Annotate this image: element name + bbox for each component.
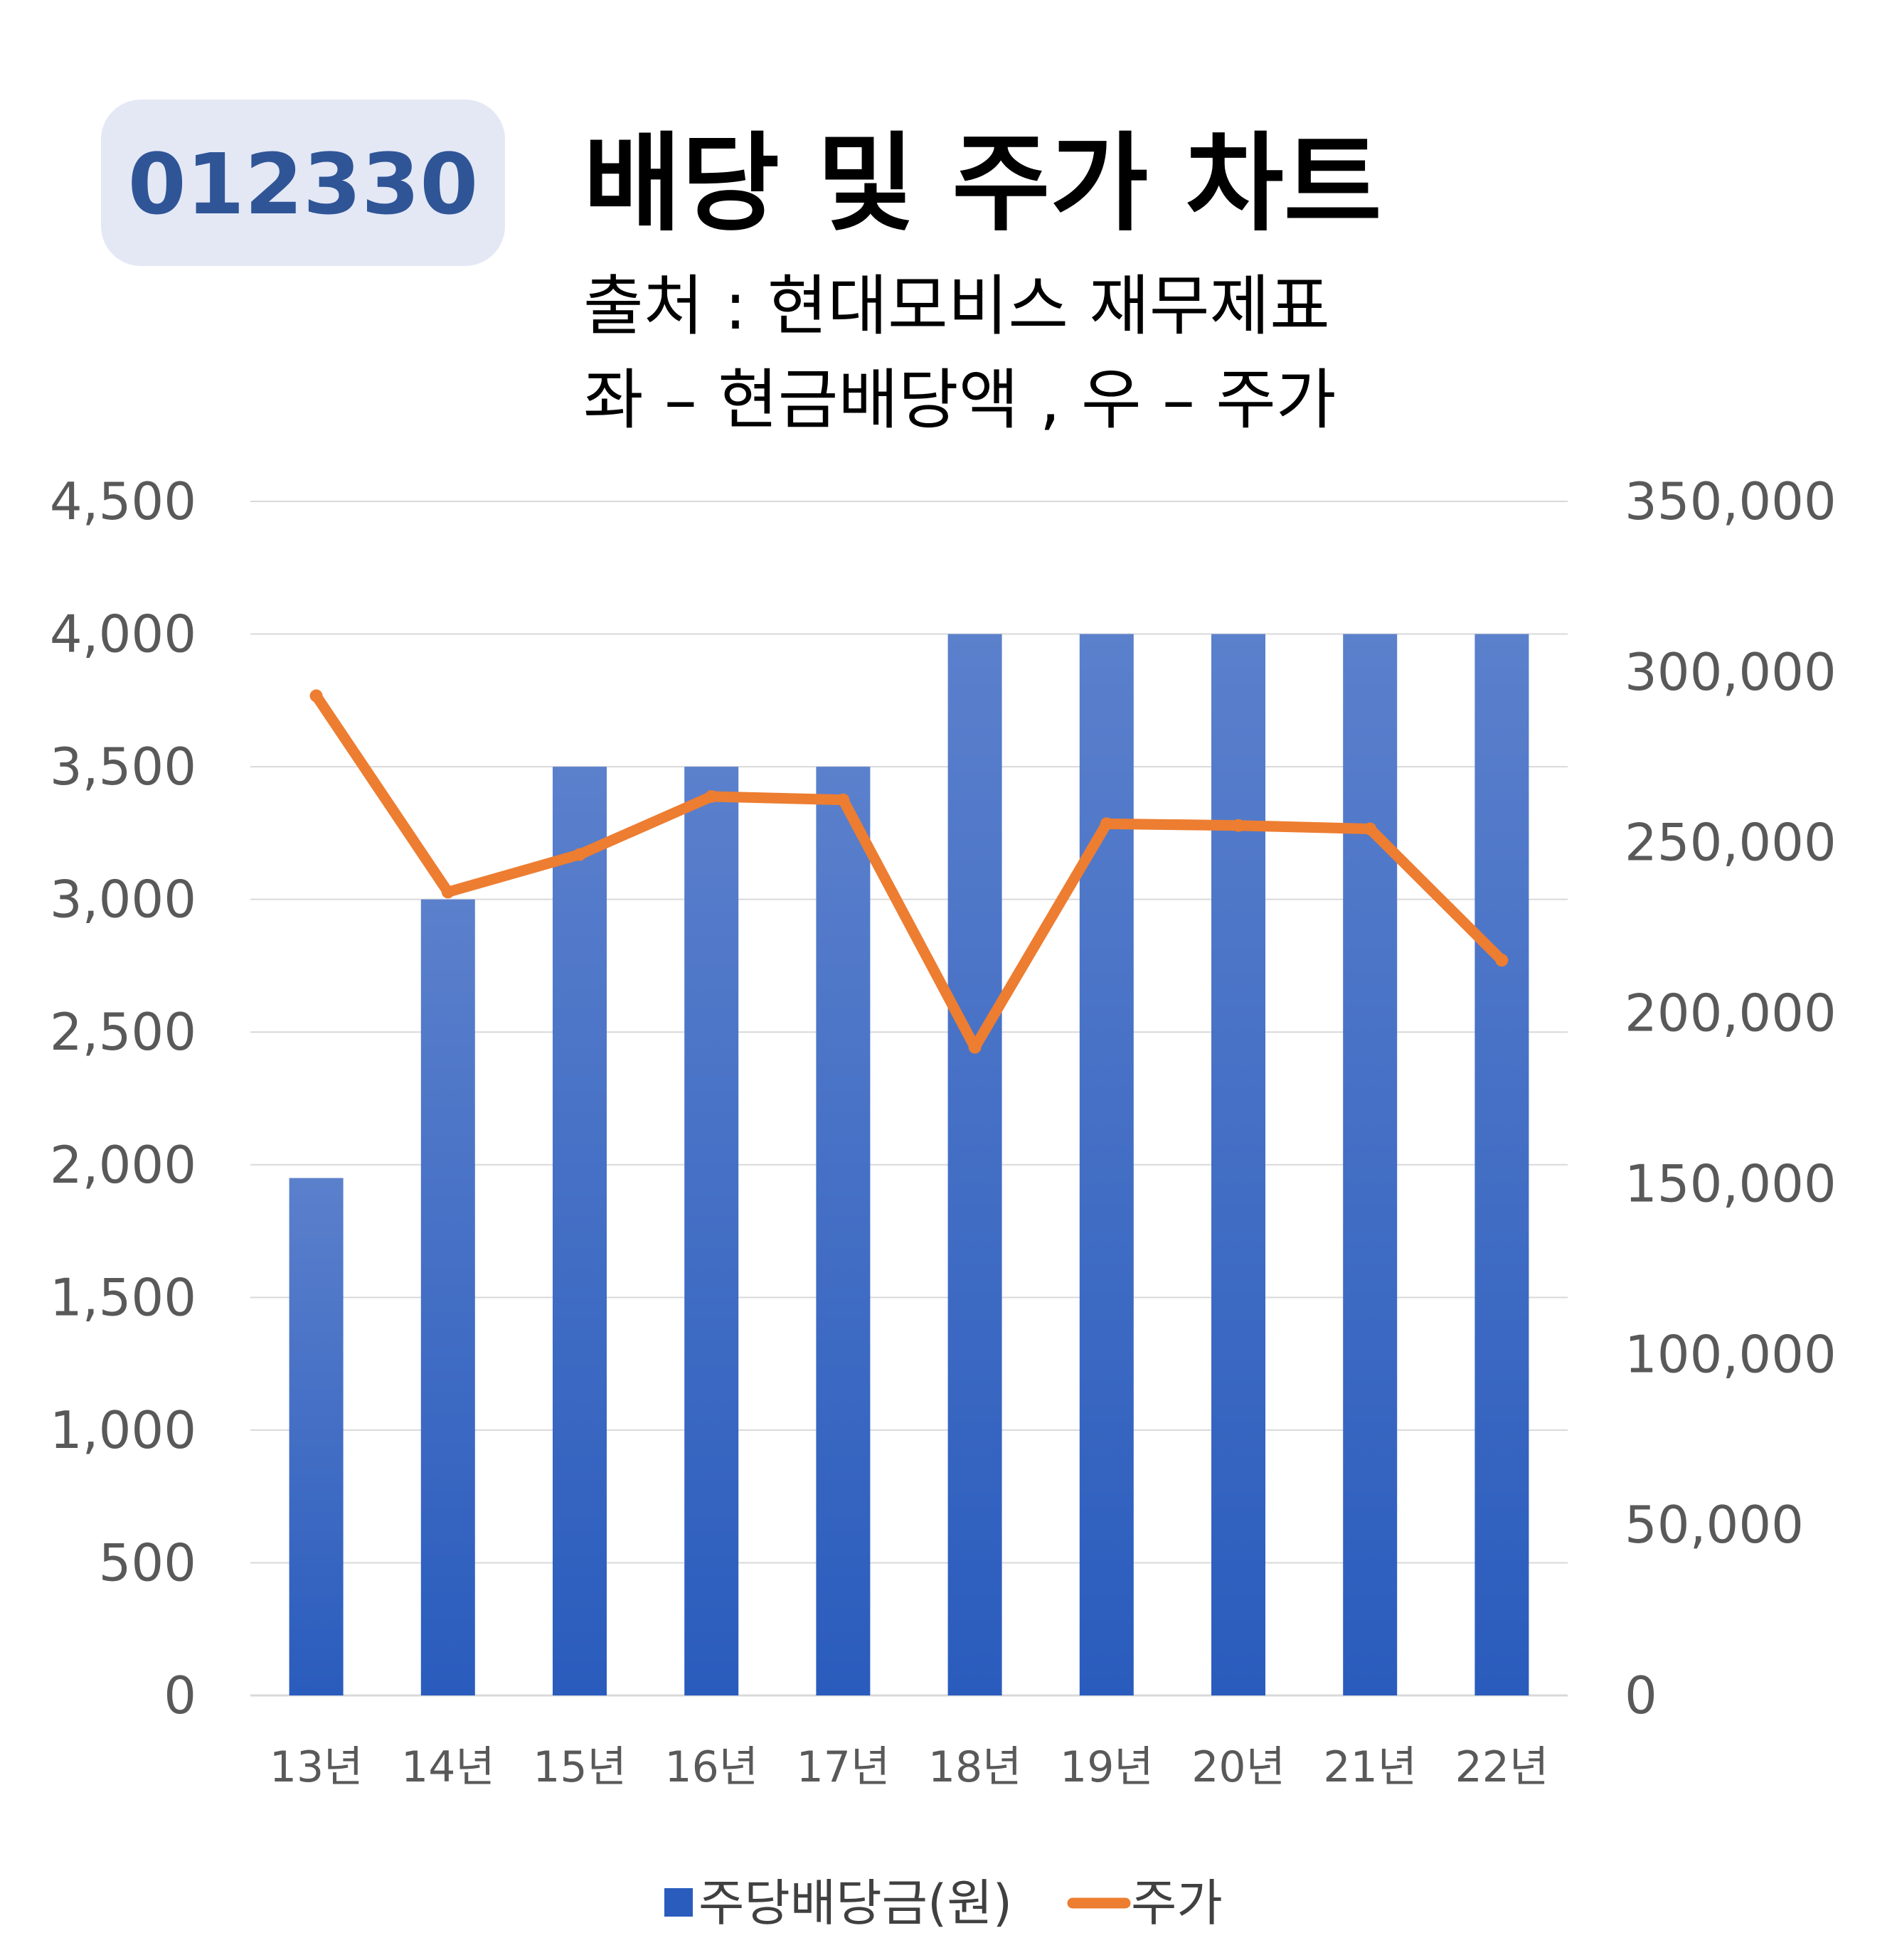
left-axis-tick-label: 0 (164, 1666, 196, 1725)
chart-subtitle-axes: 좌 – 현금배당액 , 우 – 주가 (583, 362, 1336, 438)
legend-swatch-bar (664, 1888, 693, 1917)
x-axis-tick-label: 17년 (797, 1742, 891, 1792)
x-axis-tick-label: 21년 (1323, 1742, 1417, 1792)
right-axis-tick-label: 50,000 (1625, 1495, 1804, 1555)
x-axis-tick-label: 20년 (1191, 1742, 1285, 1792)
legend-label-line: 주가 (1131, 1874, 1223, 1932)
price-line-series (309, 689, 1509, 1054)
left-axis-tick-label: 500 (99, 1533, 196, 1592)
legend: 주당배당금(원) 주가 (664, 1874, 1223, 1932)
dividend-bar (420, 899, 475, 1695)
dividend-bar (1079, 634, 1134, 1695)
price-point (968, 1040, 982, 1054)
price-point (1495, 954, 1509, 967)
dividend-bar (1211, 634, 1265, 1695)
dividend-bar (553, 767, 607, 1695)
dividend-bar (684, 767, 739, 1695)
ticker-badge (101, 100, 505, 266)
x-axis-tick-label: 14년 (401, 1742, 495, 1792)
price-point (573, 848, 586, 861)
right-axis-tick-label: 0 (1625, 1666, 1657, 1725)
left-axis-tick-label: 2,000 (50, 1135, 196, 1195)
right-axis-tick-label: 100,000 (1625, 1324, 1837, 1384)
x-axis-tick-label: 16년 (664, 1742, 758, 1792)
left-axis-tick-label: 3,000 (50, 870, 196, 930)
price-point (441, 885, 455, 899)
x-axis-tick-label: 13년 (270, 1742, 363, 1792)
right-axis: 0 50,000 100,000 150,000 200,000 250,000 300,0… (1625, 472, 1837, 1725)
left-axis-tick-label: 2,500 (50, 1002, 196, 1062)
right-axis-tick-label: 250,000 (1625, 813, 1837, 873)
right-axis-tick-label: 350,000 (1625, 472, 1837, 531)
chart-subtitle-source: 출처 : 현대모비스 재무제표 (583, 268, 1330, 344)
price-point (1364, 822, 1377, 836)
left-axis-tick-label: 3,500 (50, 737, 196, 797)
x-axis-tick-label: 19년 (1060, 1742, 1154, 1792)
price-line (311, 690, 1507, 1053)
price-point (309, 689, 323, 703)
right-axis-tick-label: 150,000 (1625, 1154, 1837, 1213)
left-axis-tick-label: 4,000 (50, 604, 196, 664)
dividend-bar (816, 767, 871, 1695)
left-axis: 0 500 1,000 1,500 2,000 2,500 3,000 3,500 4,000 4… (50, 472, 196, 1725)
left-axis-tick-label: 4,500 (50, 472, 196, 531)
dividend-bar (1343, 634, 1398, 1695)
x-axis-tick-label: 15년 (533, 1742, 627, 1792)
header: 012330 배당 및 주가 차트 출처 : 현대모비스 재무제표 좌 – 현금… (101, 100, 1382, 438)
price-point (1232, 819, 1245, 832)
dividend-bar (947, 634, 1002, 1695)
chart-title: 배당 및 주가 차트 (583, 122, 1382, 246)
left-axis-tick-label: 1,500 (50, 1267, 196, 1327)
left-axis-tick-label: 1,000 (50, 1400, 196, 1460)
legend-label-bar: 주당배당금(원) (698, 1874, 1012, 1932)
right-axis-tick-label: 200,000 (1625, 984, 1837, 1043)
x-axis: 13년 14년 15년 16년 17년 18년 19년 20년 21년 22년 (270, 1742, 1548, 1792)
right-axis-tick-label: 300,000 (1625, 642, 1837, 702)
dividend-bars (289, 634, 1529, 1695)
price-point (836, 793, 850, 806)
price-point (705, 789, 718, 803)
ticker-code: 012330 (128, 135, 479, 233)
x-axis-tick-label: 22년 (1455, 1742, 1549, 1792)
x-axis-tick-label: 18년 (928, 1742, 1022, 1792)
dividend-bar (1474, 634, 1529, 1695)
dividend-bar (289, 1178, 344, 1695)
price-point (1100, 817, 1113, 831)
